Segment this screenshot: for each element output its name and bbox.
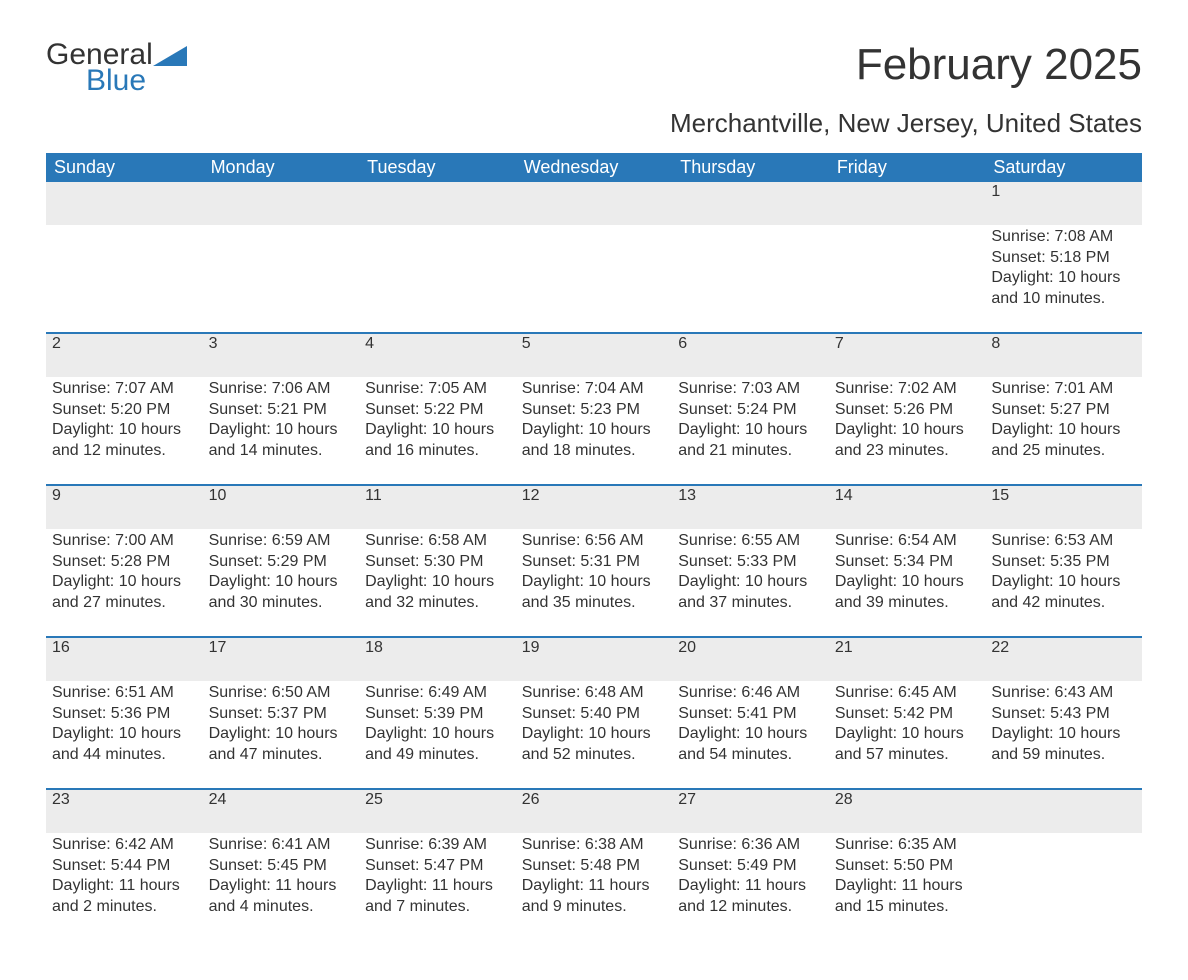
daynum-16: 16 xyxy=(46,637,203,681)
week-2-daynums: 2345678 xyxy=(46,333,1142,377)
day-empty xyxy=(359,225,516,333)
day-13-details: Sunrise: 6:55 AMSunset: 5:33 PMDaylight:… xyxy=(672,529,829,637)
day-empty xyxy=(46,225,203,333)
daynum-empty xyxy=(46,182,203,225)
day-25-details: Sunrise: 6:39 AMSunset: 5:47 PMDaylight:… xyxy=(359,833,516,940)
day-20-details: Sunrise: 6:46 AMSunset: 5:41 PMDaylight:… xyxy=(672,681,829,789)
day-8-details: Sunrise: 7:01 AMSunset: 5:27 PMDaylight:… xyxy=(985,377,1142,485)
day-22-details: Sunrise: 6:43 AMSunset: 5:43 PMDaylight:… xyxy=(985,681,1142,789)
logo-word-blue: Blue xyxy=(86,66,153,96)
week-5-daynums: 232425262728 xyxy=(46,789,1142,833)
daynum-9: 9 xyxy=(46,485,203,529)
week-3-details: Sunrise: 7:00 AMSunset: 5:28 PMDaylight:… xyxy=(46,529,1142,637)
title-block: February 2025 Merchantville, New Jersey,… xyxy=(670,40,1142,139)
day-12-details: Sunrise: 6:56 AMSunset: 5:31 PMDaylight:… xyxy=(516,529,673,637)
day-empty xyxy=(672,225,829,333)
dayname-sunday: Sunday xyxy=(46,153,203,182)
day-empty xyxy=(829,225,986,333)
day-9-details: Sunrise: 7:00 AMSunset: 5:28 PMDaylight:… xyxy=(46,529,203,637)
logo: General Blue xyxy=(46,40,187,96)
daynum-17: 17 xyxy=(203,637,360,681)
daynum-12: 12 xyxy=(516,485,673,529)
day-21-details: Sunrise: 6:45 AMSunset: 5:42 PMDaylight:… xyxy=(829,681,986,789)
daynum-21: 21 xyxy=(829,637,986,681)
week-1-details: Sunrise: 7:08 AMSunset: 5:18 PMDaylight:… xyxy=(46,225,1142,333)
daynum-11: 11 xyxy=(359,485,516,529)
day-18-details: Sunrise: 6:49 AMSunset: 5:39 PMDaylight:… xyxy=(359,681,516,789)
week-2-details: Sunrise: 7:07 AMSunset: 5:20 PMDaylight:… xyxy=(46,377,1142,485)
logo-text: General Blue xyxy=(46,40,153,96)
daynum-6: 6 xyxy=(672,333,829,377)
day-7-details: Sunrise: 7:02 AMSunset: 5:26 PMDaylight:… xyxy=(829,377,986,485)
daynum-8: 8 xyxy=(985,333,1142,377)
daynum-empty xyxy=(672,182,829,225)
calendar-table: SundayMondayTuesdayWednesdayThursdayFrid… xyxy=(46,153,1142,940)
dayname-saturday: Saturday xyxy=(985,153,1142,182)
day-4-details: Sunrise: 7:05 AMSunset: 5:22 PMDaylight:… xyxy=(359,377,516,485)
daynum-empty xyxy=(359,182,516,225)
day-2-details: Sunrise: 7:07 AMSunset: 5:20 PMDaylight:… xyxy=(46,377,203,485)
day-10-details: Sunrise: 6:59 AMSunset: 5:29 PMDaylight:… xyxy=(203,529,360,637)
day-1-details: Sunrise: 7:08 AMSunset: 5:18 PMDaylight:… xyxy=(985,225,1142,333)
day-14-details: Sunrise: 6:54 AMSunset: 5:34 PMDaylight:… xyxy=(829,529,986,637)
daynum-14: 14 xyxy=(829,485,986,529)
daynum-2: 2 xyxy=(46,333,203,377)
day-26-details: Sunrise: 6:38 AMSunset: 5:48 PMDaylight:… xyxy=(516,833,673,940)
day-empty xyxy=(516,225,673,333)
week-3-daynums: 9101112131415 xyxy=(46,485,1142,529)
dayname-monday: Monday xyxy=(203,153,360,182)
day-3-details: Sunrise: 7:06 AMSunset: 5:21 PMDaylight:… xyxy=(203,377,360,485)
day-19-details: Sunrise: 6:48 AMSunset: 5:40 PMDaylight:… xyxy=(516,681,673,789)
daynum-15: 15 xyxy=(985,485,1142,529)
dayname-wednesday: Wednesday xyxy=(516,153,673,182)
day-empty xyxy=(985,833,1142,940)
daynum-28: 28 xyxy=(829,789,986,833)
location-line: Merchantville, New Jersey, United States xyxy=(670,108,1142,139)
week-5-details: Sunrise: 6:42 AMSunset: 5:44 PMDaylight:… xyxy=(46,833,1142,940)
daynum-23: 23 xyxy=(46,789,203,833)
sail-icon xyxy=(153,46,187,66)
week-4-details: Sunrise: 6:51 AMSunset: 5:36 PMDaylight:… xyxy=(46,681,1142,789)
week-4-daynums: 16171819202122 xyxy=(46,637,1142,681)
dayname-row: SundayMondayTuesdayWednesdayThursdayFrid… xyxy=(46,153,1142,182)
daynum-4: 4 xyxy=(359,333,516,377)
daynum-22: 22 xyxy=(985,637,1142,681)
dayname-thursday: Thursday xyxy=(672,153,829,182)
daynum-7: 7 xyxy=(829,333,986,377)
daynum-empty xyxy=(829,182,986,225)
daynum-empty xyxy=(516,182,673,225)
daynum-25: 25 xyxy=(359,789,516,833)
day-5-details: Sunrise: 7:04 AMSunset: 5:23 PMDaylight:… xyxy=(516,377,673,485)
daynum-1: 1 xyxy=(985,182,1142,225)
dayname-friday: Friday xyxy=(829,153,986,182)
day-16-details: Sunrise: 6:51 AMSunset: 5:36 PMDaylight:… xyxy=(46,681,203,789)
daynum-24: 24 xyxy=(203,789,360,833)
daynum-27: 27 xyxy=(672,789,829,833)
daynum-10: 10 xyxy=(203,485,360,529)
daynum-19: 19 xyxy=(516,637,673,681)
day-empty xyxy=(203,225,360,333)
daynum-13: 13 xyxy=(672,485,829,529)
day-11-details: Sunrise: 6:58 AMSunset: 5:30 PMDaylight:… xyxy=(359,529,516,637)
day-6-details: Sunrise: 7:03 AMSunset: 5:24 PMDaylight:… xyxy=(672,377,829,485)
daynum-empty xyxy=(985,789,1142,833)
dayname-tuesday: Tuesday xyxy=(359,153,516,182)
day-28-details: Sunrise: 6:35 AMSunset: 5:50 PMDaylight:… xyxy=(829,833,986,940)
day-23-details: Sunrise: 6:42 AMSunset: 5:44 PMDaylight:… xyxy=(46,833,203,940)
daynum-5: 5 xyxy=(516,333,673,377)
day-24-details: Sunrise: 6:41 AMSunset: 5:45 PMDaylight:… xyxy=(203,833,360,940)
page-title: February 2025 xyxy=(670,40,1142,90)
daynum-20: 20 xyxy=(672,637,829,681)
day-17-details: Sunrise: 6:50 AMSunset: 5:37 PMDaylight:… xyxy=(203,681,360,789)
day-27-details: Sunrise: 6:36 AMSunset: 5:49 PMDaylight:… xyxy=(672,833,829,940)
daynum-3: 3 xyxy=(203,333,360,377)
header: General Blue February 2025 Merchantville… xyxy=(46,40,1142,139)
daynum-26: 26 xyxy=(516,789,673,833)
daynum-18: 18 xyxy=(359,637,516,681)
week-1-daynums: 1 xyxy=(46,182,1142,225)
daynum-empty xyxy=(203,182,360,225)
day-15-details: Sunrise: 6:53 AMSunset: 5:35 PMDaylight:… xyxy=(985,529,1142,637)
